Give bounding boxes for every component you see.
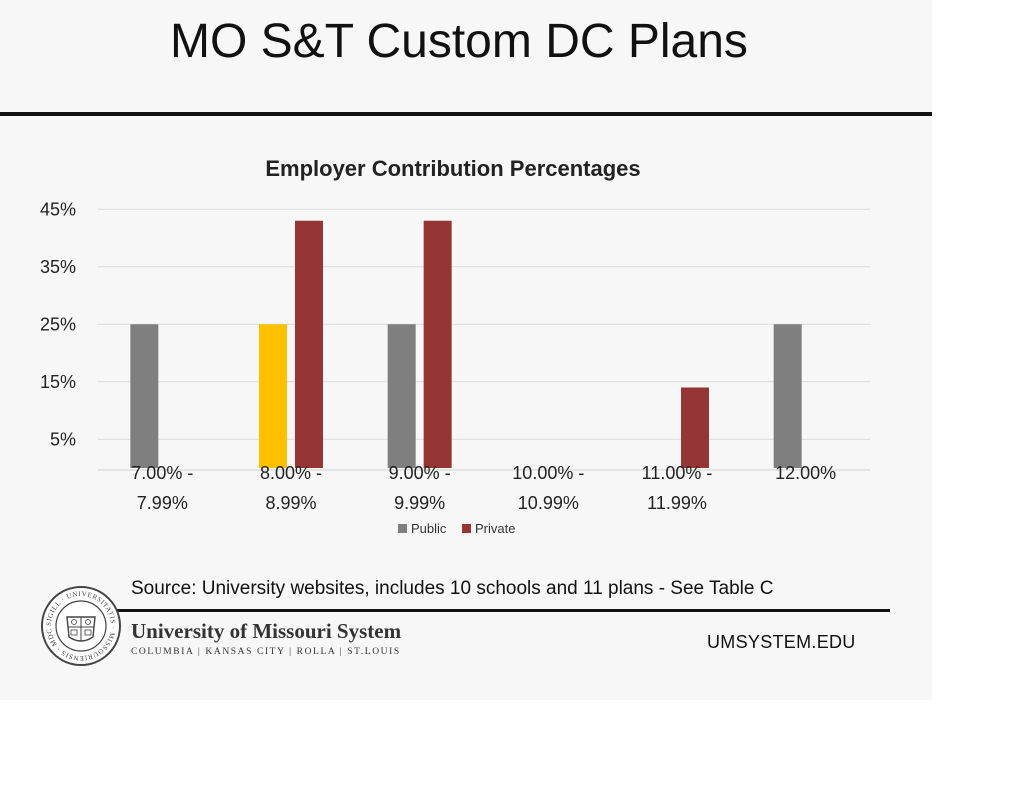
x-tick-label: 11.00% -	[642, 463, 713, 483]
bar-private-2	[423, 220, 452, 468]
footer-divider	[112, 609, 890, 612]
bar-private-1	[295, 220, 323, 468]
x-tick-label: 8.99%	[265, 493, 316, 513]
legend-swatch-public	[398, 524, 407, 533]
x-tick-label: 10.99%	[518, 493, 579, 513]
bar-chart: Employer Contribution Percentages 45% 35% 2…	[40, 156, 870, 536]
y-tick-label: 5%	[50, 429, 76, 449]
bar-private-4	[681, 387, 709, 468]
x-tick-label: 11.99%	[647, 493, 707, 513]
x-tick-label: 9.99%	[394, 493, 445, 513]
bar-public-5	[773, 324, 802, 468]
bar-public-2	[387, 324, 416, 468]
legend-label-public: Public	[411, 521, 447, 536]
y-tick-label: 25%	[40, 314, 76, 334]
legend-swatch-private	[462, 524, 471, 533]
legend-label-private: Private	[475, 521, 515, 536]
university-seal-logo: SIGILL · UNIVERSITATIS · MISSOURIENSIS ·…	[40, 585, 121, 666]
bar-public-0	[130, 324, 159, 468]
x-tick-label: 10.00% -	[512, 463, 584, 483]
source-note: Source: University websites, includes 10…	[131, 578, 774, 599]
organization-campuses: COLUMBIA | KANSAS CITY | ROLLA | ST.LOUI…	[131, 647, 401, 657]
website-label: UMSYSTEM.EDU	[707, 632, 856, 652]
x-tick-label: 12.00%	[775, 463, 836, 483]
title-divider	[0, 112, 932, 116]
organization-name: University of Missouri System	[131, 619, 402, 643]
y-tick-label: 15%	[40, 372, 76, 392]
chart-title: Employer Contribution Percentages	[265, 156, 640, 181]
bar-public-1	[259, 324, 287, 468]
y-tick-label: 45%	[40, 199, 76, 219]
slide-title: MO S&T Custom DC Plans	[170, 15, 748, 68]
y-tick-label: 35%	[40, 257, 76, 277]
x-tick-label: 9.00% -	[389, 463, 451, 483]
x-tick-label: 7.00% -	[131, 463, 193, 483]
x-tick-label: 7.99%	[137, 493, 188, 513]
x-tick-label: 8.00% -	[260, 463, 322, 483]
